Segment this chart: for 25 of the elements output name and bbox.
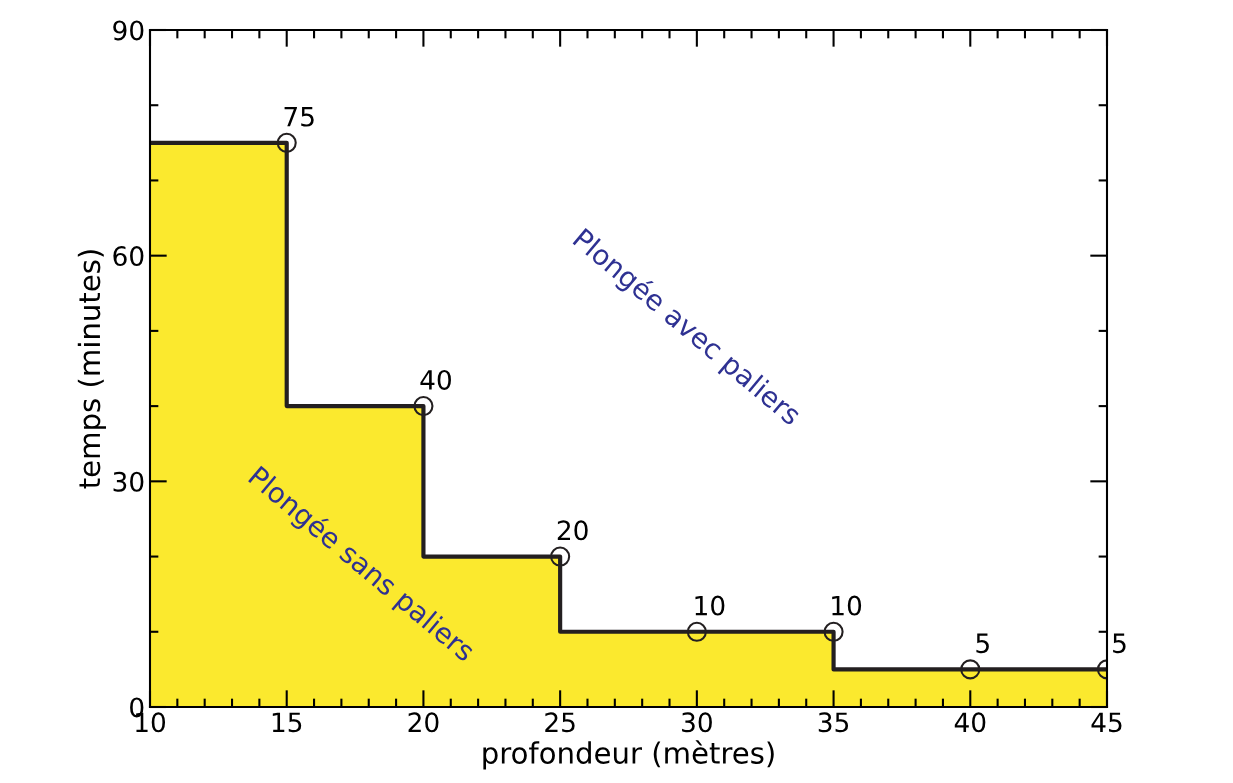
x-tick-label: 20 — [408, 712, 439, 733]
data-label: 40 — [420, 369, 451, 390]
x-tick-label: 40 — [954, 712, 986, 733]
y-axis-title: temps (minutes) — [77, 250, 106, 489]
point — [686, 621, 707, 642]
x-axis-title: profondeur (mètres) — [483, 740, 774, 770]
x-tick-label: 30 — [682, 712, 712, 733]
data-label: 5 — [1113, 633, 1126, 654]
x-tick-label: 35 — [818, 712, 849, 733]
point — [413, 396, 434, 417]
x-tick-label: 15 — [272, 712, 302, 733]
point — [960, 659, 981, 680]
point — [276, 132, 297, 153]
y-tick-label: 90 — [113, 20, 144, 41]
x-tick-label: 25 — [545, 712, 575, 733]
y-tick-label: 30 — [113, 471, 144, 492]
x-tick-label: 45 — [1091, 712, 1122, 733]
data-label: 20 — [557, 520, 588, 541]
data-label: 10 — [695, 595, 725, 616]
data-label: 75 — [284, 107, 314, 127]
point — [823, 621, 844, 642]
data-label: 5 — [976, 633, 989, 654]
y-tick-label: 60 — [113, 246, 144, 267]
point — [550, 546, 571, 567]
data-label: 10 — [832, 595, 862, 616]
